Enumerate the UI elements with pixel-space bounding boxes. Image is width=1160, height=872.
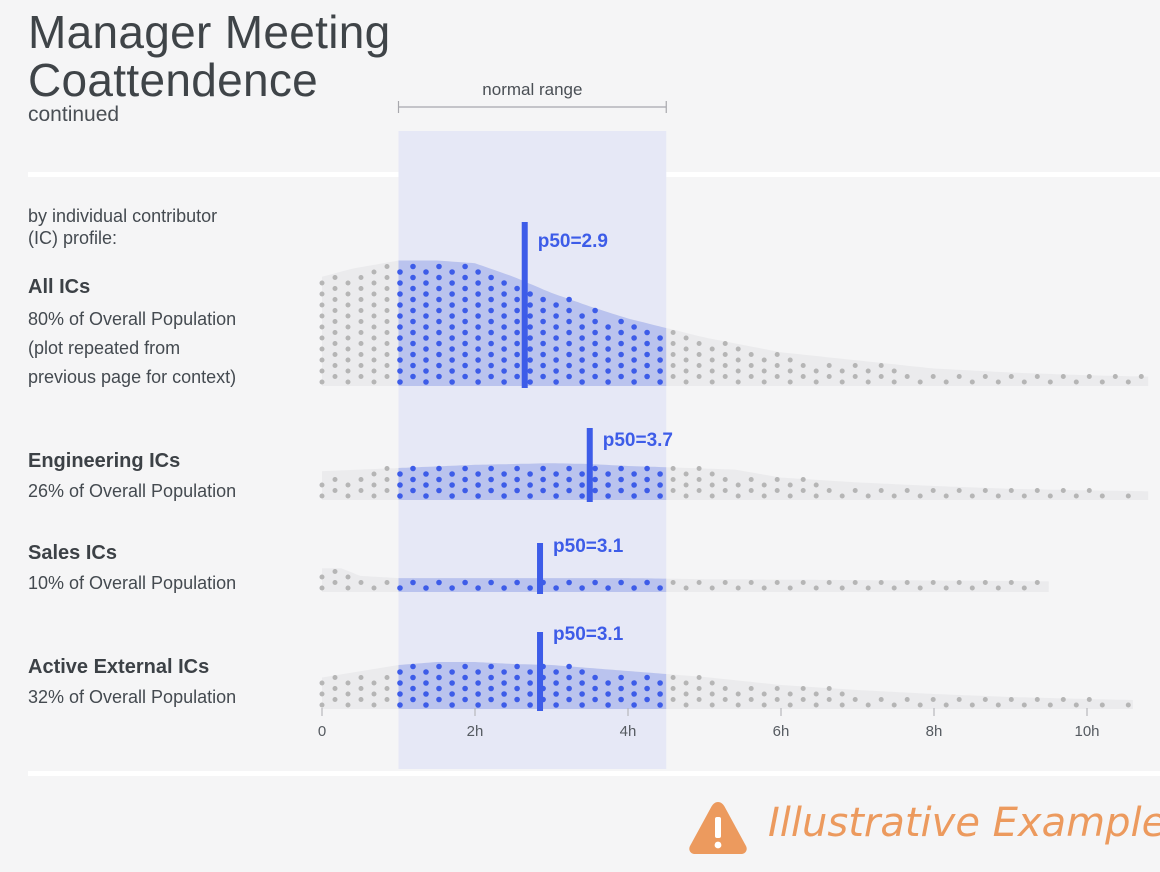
series-0-p50-label: p50=2.9 — [538, 231, 608, 252]
group-name-active-external: Active External ICs — [28, 656, 210, 678]
group-name-sales: Sales ICs — [28, 542, 117, 564]
series-2-p50-bar — [537, 543, 544, 594]
group-name-engineering: Engineering ICs — [28, 450, 181, 472]
warning-label: Illustrative Example — [768, 800, 1160, 846]
x-tick-label-4: 8h — [926, 723, 943, 740]
bottom-divider — [28, 771, 1160, 776]
x-tick-label-3: 6h — [773, 723, 790, 740]
x-tick-label-0: 0 — [318, 723, 326, 740]
series-3-dots — [319, 663, 1131, 708]
group-desc-engineering: 26% of Overall Population — [28, 481, 237, 501]
series-0-p50-bar — [521, 222, 528, 388]
group-desc-active-external: 32% of Overall Population — [28, 687, 237, 707]
group-desc-sales: 10% of Overall Population — [28, 573, 237, 593]
series-1-dots — [319, 465, 1131, 499]
page-title: Manager Meeting Coattendence — [28, 6, 391, 106]
series-3-p50-bar — [537, 632, 544, 711]
series-0-dots — [319, 263, 1144, 385]
group-desc-all-ics: 80% of Overall Population (plot repeated… — [28, 309, 237, 387]
x-tick-label-5: 10h — [1074, 723, 1099, 740]
x-tick-label-1: 2h — [467, 723, 484, 740]
group-name-all-ics: All ICs — [28, 276, 91, 298]
series-3-p50-label: p50=3.1 — [553, 624, 624, 645]
series-1-p50-bar — [586, 428, 593, 502]
normal-range-label: normal range — [482, 80, 582, 99]
page-subtitle: continued — [28, 103, 120, 126]
series-2-p50-label: p50=3.1 — [553, 536, 624, 557]
warning-icon — [689, 802, 747, 854]
profile-intro: by individual contributor (IC) profile: — [28, 206, 218, 248]
series-1-p50-label: p50=3.7 — [603, 430, 673, 451]
x-tick-label-2: 4h — [620, 723, 637, 740]
series-2-dots — [319, 569, 1040, 591]
